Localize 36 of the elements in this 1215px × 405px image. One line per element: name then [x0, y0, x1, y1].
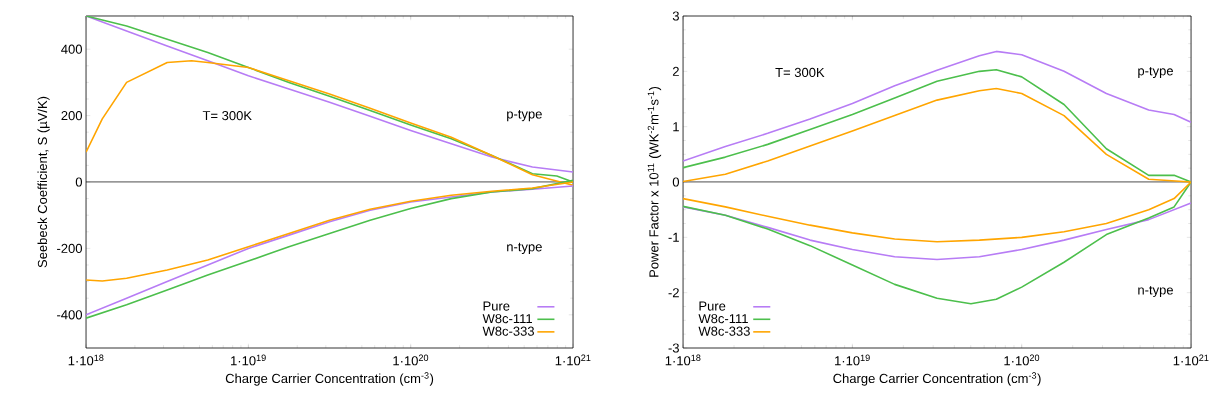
x-axis-title: Charge Carrier Concentration (cm$^{-3}$)	[225, 372, 434, 386]
legend-label: W8c-333	[482, 326, 534, 336]
x-tick-label: 1·10$^{20}$	[1004, 354, 1040, 366]
y-tick-label: 400	[61, 44, 82, 54]
y-tick-label: 0	[672, 177, 680, 187]
y-tick-label: 0	[75, 177, 83, 187]
y-tick-label: -400	[57, 310, 82, 320]
annotation: T= 300K	[775, 67, 825, 78]
legend-label: W8c-111	[482, 314, 532, 324]
x-tick-label: 1·10$^{18}$	[68, 354, 104, 366]
annotation: T= 300K	[202, 110, 252, 121]
x-tick-label: 1·10$^{18}$	[665, 354, 701, 366]
y-tick-label: -3	[668, 343, 679, 353]
annotation: p-type	[507, 110, 542, 122]
y-tick-label: -200	[57, 243, 82, 253]
legend-label: Pure	[699, 301, 726, 311]
x-tick-label: 1·10$^{20}$	[393, 354, 429, 366]
x-axis-title: Charge Carrier Concentration (cm$^{-3}$)	[833, 372, 1041, 386]
legend-label: W8c-111	[698, 314, 748, 324]
annotation: n-type	[507, 242, 542, 254]
y-tick-label: 3	[672, 11, 679, 21]
annotation: n-type	[1138, 286, 1173, 298]
x-tick-label: 1·10$^{19}$	[231, 354, 266, 366]
y-tick-label: 200	[61, 110, 82, 121]
y-tick-label: -2	[668, 288, 679, 298]
x-tick-label: 1·10$^{19}$	[835, 354, 870, 366]
legend-label: Pure	[483, 301, 510, 311]
legend-label: W8c-333	[698, 326, 750, 336]
x-tick-label: 1·10$^{21}$	[1173, 354, 1209, 366]
y-axis-title: Seebeck Coefficient, S (µV/K)	[37, 96, 50, 268]
y-tick-label: -1	[668, 232, 679, 242]
x-tick-label: 1·10$^{21}$	[555, 354, 591, 366]
text: Power Factor x 10$^{11}$ (WK$^{-2}$m$^{-1}$s$^{-1}$)	[647, 86, 662, 277]
annotation: p-type	[1138, 66, 1173, 78]
y-tick-label: 1	[673, 122, 679, 132]
y-tick-label: 2	[672, 66, 679, 76]
